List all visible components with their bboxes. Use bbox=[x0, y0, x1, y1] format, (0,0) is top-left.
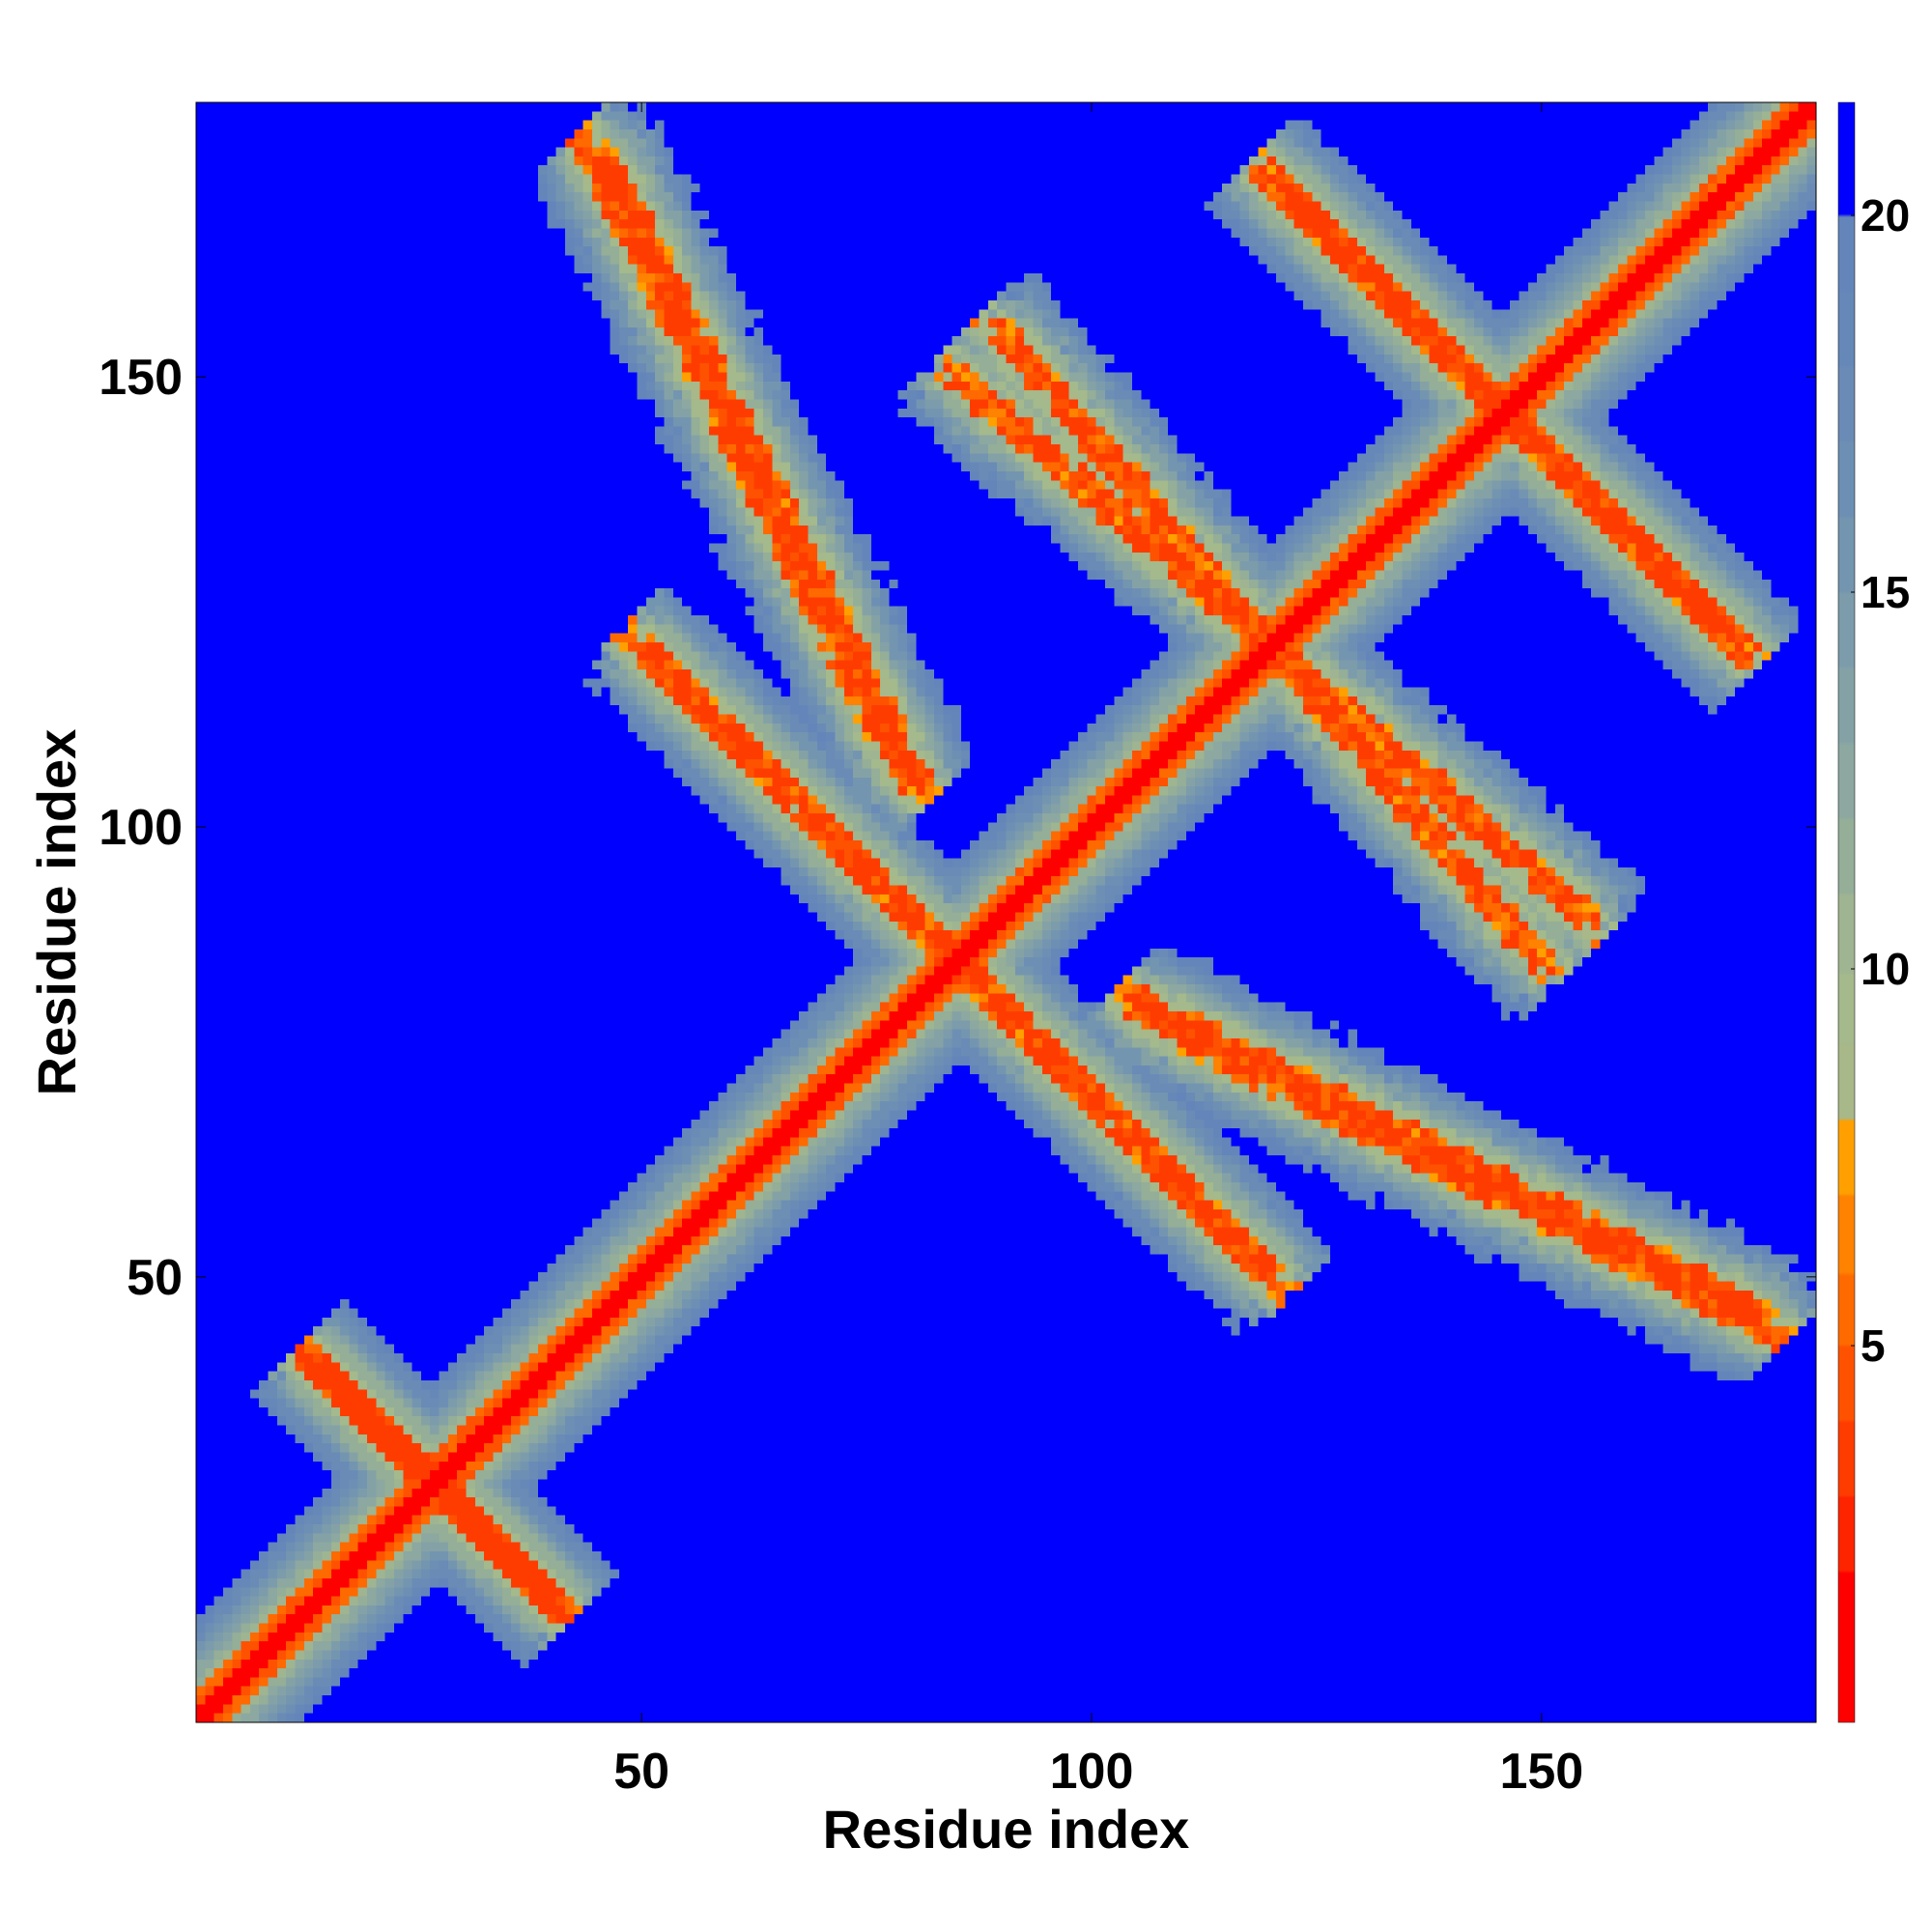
colorbar-frame bbox=[1837, 101, 1856, 1723]
heatmap-plot-area bbox=[196, 102, 1816, 1722]
plot-frame bbox=[195, 101, 1817, 1723]
x-tick-label: 100 bbox=[1050, 1744, 1134, 1800]
colorbar-tick-label: 5 bbox=[1861, 1321, 1886, 1371]
colorbar-tick-label: 20 bbox=[1861, 190, 1910, 241]
y-tick-label: 150 bbox=[99, 350, 183, 406]
colorbar-tick-label: 15 bbox=[1861, 567, 1910, 617]
y-tick-label: 50 bbox=[127, 1250, 183, 1306]
colorbar-tick-label: 10 bbox=[1861, 944, 1910, 994]
colorbar bbox=[1838, 102, 1855, 1722]
x-tick-label: 50 bbox=[613, 1744, 669, 1800]
x-axis-title: Residue index bbox=[823, 1799, 1190, 1860]
y-axis-title: Residue index bbox=[26, 729, 87, 1096]
x-tick-label: 150 bbox=[1499, 1744, 1583, 1800]
y-tick-label: 100 bbox=[99, 800, 183, 856]
